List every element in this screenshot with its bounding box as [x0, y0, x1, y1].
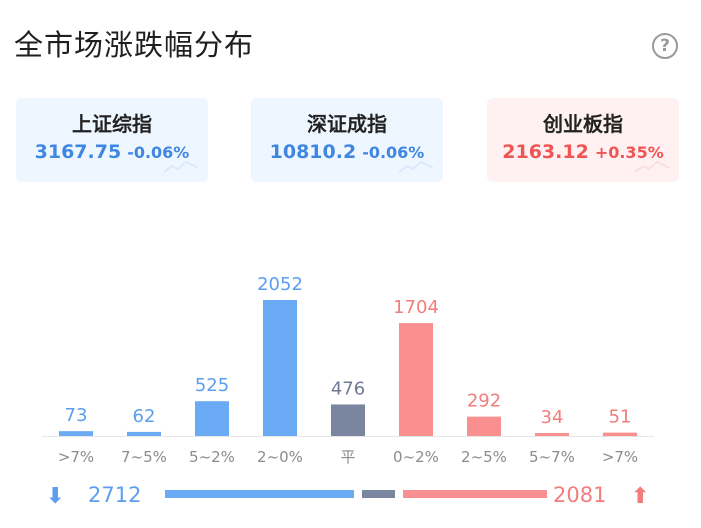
help-icon[interactable]: ? — [652, 33, 678, 59]
tick-label-6: 2~5% — [461, 448, 507, 466]
index-card-chinext[interactable]: 创业板指 2163.12 +0.35% — [487, 98, 679, 182]
index-name: 深证成指 — [307, 112, 387, 136]
data-label-0: 73 — [65, 405, 88, 426]
data-label-5: 1704 — [393, 297, 439, 318]
watermark-icon — [399, 160, 433, 173]
index-change: +0.35% — [594, 143, 664, 162]
index-value: 10810.2 — [269, 141, 357, 163]
down-arrow-icon: ⬇ — [46, 484, 65, 509]
index-name: 上证综指 — [72, 112, 152, 136]
bar-6[interactable] — [467, 416, 501, 436]
bar-4[interactable] — [331, 404, 365, 436]
tick-label-5: 0~2% — [393, 448, 439, 466]
index-value: 2163.12 — [502, 141, 589, 163]
down-share-bar — [165, 490, 354, 498]
index-value: 3167.75 — [34, 141, 122, 163]
up-share-bar — [402, 490, 548, 498]
data-label-1: 62 — [133, 406, 156, 427]
index-value-row: 3167.75 -0.06% — [16, 141, 208, 163]
bar-5[interactable] — [399, 323, 433, 436]
index-change: -0.06% — [362, 143, 425, 162]
bar-0[interactable] — [59, 431, 93, 436]
tick-label-2: 5~2% — [189, 448, 235, 466]
bar-2[interactable] — [195, 401, 229, 436]
data-label-3: 2052 — [257, 274, 303, 295]
down-count: 2712 — [88, 483, 142, 507]
tick-label-8: >7% — [602, 448, 638, 466]
index-card-szse[interactable]: 深证成指 10810.2 -0.06% — [251, 98, 443, 182]
data-label-2: 525 — [195, 375, 229, 396]
page-title: 全市场涨跌幅分布 — [14, 28, 255, 62]
bar-8[interactable] — [603, 432, 637, 436]
up-arrow-icon: ⬆ — [631, 484, 650, 509]
index-name: 创业板指 — [543, 112, 623, 136]
data-label-4: 476 — [331, 378, 365, 399]
tick-label-3: 2~0% — [257, 448, 303, 466]
watermark-icon — [635, 160, 669, 173]
index-value-row: 2163.12 +0.35% — [487, 141, 679, 163]
up-count: 2081 — [553, 483, 607, 507]
index-card-sse[interactable]: 上证综指 3167.75 -0.06% — [16, 98, 208, 182]
data-label-8: 51 — [609, 407, 632, 428]
bar-3[interactable] — [263, 300, 297, 436]
tick-label-4: 平 — [340, 448, 355, 466]
index-value-row: 10810.2 -0.06% — [251, 141, 443, 163]
summary-row: ⬇ 2712 2081 ⬆ — [0, 476, 701, 516]
bar-7[interactable] — [535, 433, 569, 436]
data-label-6: 292 — [467, 391, 501, 412]
distribution-chart: 73 >7% 62 7~5% 525 5~2% 2052 2~0% 476 平 1704 0~2% 29… — [42, 274, 654, 466]
tick-label-0: >7% — [58, 448, 94, 466]
watermark-icon — [164, 160, 198, 173]
tick-label-7: 5~7% — [529, 448, 575, 466]
tick-label-1: 7~5% — [121, 448, 167, 466]
bar-1[interactable] — [127, 431, 161, 436]
data-label-7: 34 — [541, 407, 564, 428]
flat-share-bar — [361, 490, 395, 498]
index-change: -0.06% — [127, 143, 190, 162]
